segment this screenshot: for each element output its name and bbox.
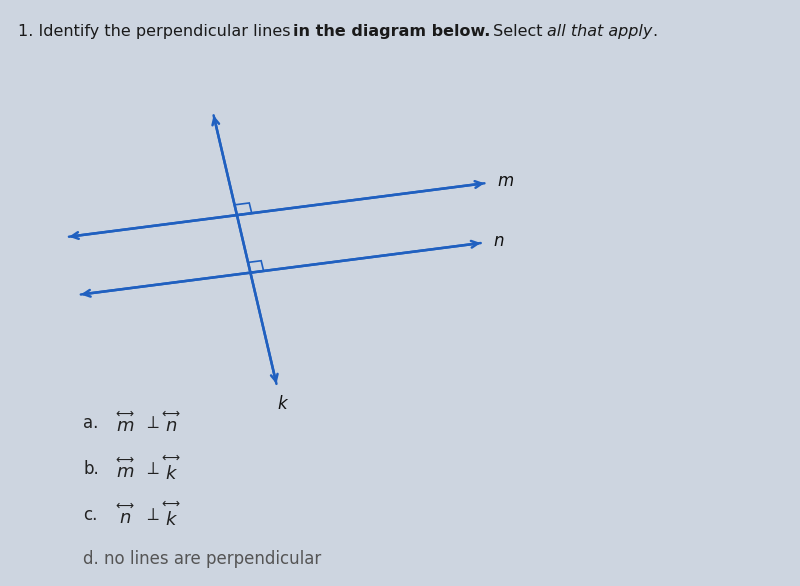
Text: $\overset{\longleftrightarrow}{k}$: $\overset{\longleftrightarrow}{k}$ [158, 501, 181, 530]
Text: $\overset{\longleftrightarrow}{m}$: $\overset{\longleftrightarrow}{m}$ [114, 411, 135, 435]
Text: $\perp$: $\perp$ [142, 414, 160, 432]
Text: c.: c. [83, 506, 98, 524]
Text: $\overset{\longleftrightarrow}{n}$: $\overset{\longleftrightarrow}{n}$ [158, 411, 181, 435]
Text: all that apply: all that apply [547, 25, 653, 39]
Text: $\overset{\longleftrightarrow}{k}$: $\overset{\longleftrightarrow}{k}$ [158, 455, 181, 483]
Text: d. no lines are perpendicular: d. no lines are perpendicular [83, 550, 322, 568]
Text: $\overset{\longleftrightarrow}{n}$: $\overset{\longleftrightarrow}{n}$ [114, 503, 135, 528]
Text: in the diagram below.: in the diagram below. [293, 25, 490, 39]
Text: $\overset{\longleftrightarrow}{m}$: $\overset{\longleftrightarrow}{m}$ [114, 456, 135, 482]
Text: $\perp$: $\perp$ [142, 506, 160, 524]
Text: $\perp$: $\perp$ [142, 460, 160, 478]
Text: 1. Identify the perpendicular lines: 1. Identify the perpendicular lines [18, 25, 296, 39]
Text: a.: a. [83, 414, 98, 432]
Text: Select: Select [489, 25, 548, 39]
Text: $n$: $n$ [493, 232, 504, 250]
Text: $k$: $k$ [278, 395, 290, 413]
Text: .: . [652, 25, 657, 39]
Text: b.: b. [83, 460, 99, 478]
Text: $m$: $m$ [497, 172, 514, 190]
